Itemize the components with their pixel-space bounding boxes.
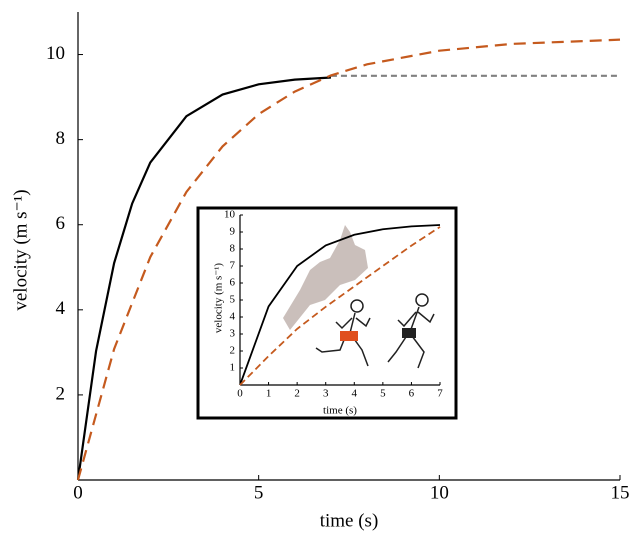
x-tick-label: 0 xyxy=(73,482,83,503)
y-axis-label: velocity (m s⁻¹) xyxy=(213,263,225,334)
x-tick-label: 5 xyxy=(254,482,264,503)
y-tick-label: 10 xyxy=(224,209,236,221)
y-tick-label: 7 xyxy=(230,260,236,272)
y-tick-label: 6 xyxy=(56,213,66,234)
inset-chart: 0 1 2 3 4 5 6 7 1 2 3 4 5 6 7 8 9 10 time (s) velocity (m s… xyxy=(196,206,458,420)
data-band xyxy=(283,225,368,330)
runner-prosthetic xyxy=(315,299,371,367)
y-tick-label: 1 xyxy=(230,362,236,374)
y-tick-label: 9 xyxy=(230,226,236,238)
series-line xyxy=(76,76,331,481)
y-axis-label: velocity (m s⁻¹) xyxy=(10,189,31,310)
x-tick-label: 2 xyxy=(294,388,300,400)
y-tick-label: 2 xyxy=(230,345,236,357)
x-tick-label: 6 xyxy=(409,388,415,400)
y-tick-label: 2 xyxy=(56,383,66,404)
series-line xyxy=(239,224,441,386)
y-tick-label: 4 xyxy=(56,298,66,319)
series-line xyxy=(76,38,621,481)
y-tick-label: 6 xyxy=(230,277,236,289)
runner xyxy=(387,293,435,369)
y-tick-label: 5 xyxy=(230,294,236,306)
y-tick-label: 8 xyxy=(56,128,66,149)
x-tick-label: 4 xyxy=(352,388,358,400)
x-tick-label: 1 xyxy=(266,388,272,400)
x-tick-label: 5 xyxy=(380,388,386,400)
x-tick-label: 10 xyxy=(430,482,449,503)
y-tick-label: 10 xyxy=(46,43,65,64)
y-tick-label: 3 xyxy=(230,328,236,340)
x-tick-label: 0 xyxy=(237,388,243,400)
y-tick-label: 8 xyxy=(230,243,236,255)
x-axis-label: time (s) xyxy=(320,510,379,531)
x-tick-label: 3 xyxy=(323,388,329,400)
x-tick-label: 7 xyxy=(437,388,443,400)
x-tick-label: 15 xyxy=(611,482,630,503)
series-line xyxy=(239,226,441,386)
y-tick-label: 4 xyxy=(230,311,236,323)
x-axis-label: time (s) xyxy=(323,405,357,417)
